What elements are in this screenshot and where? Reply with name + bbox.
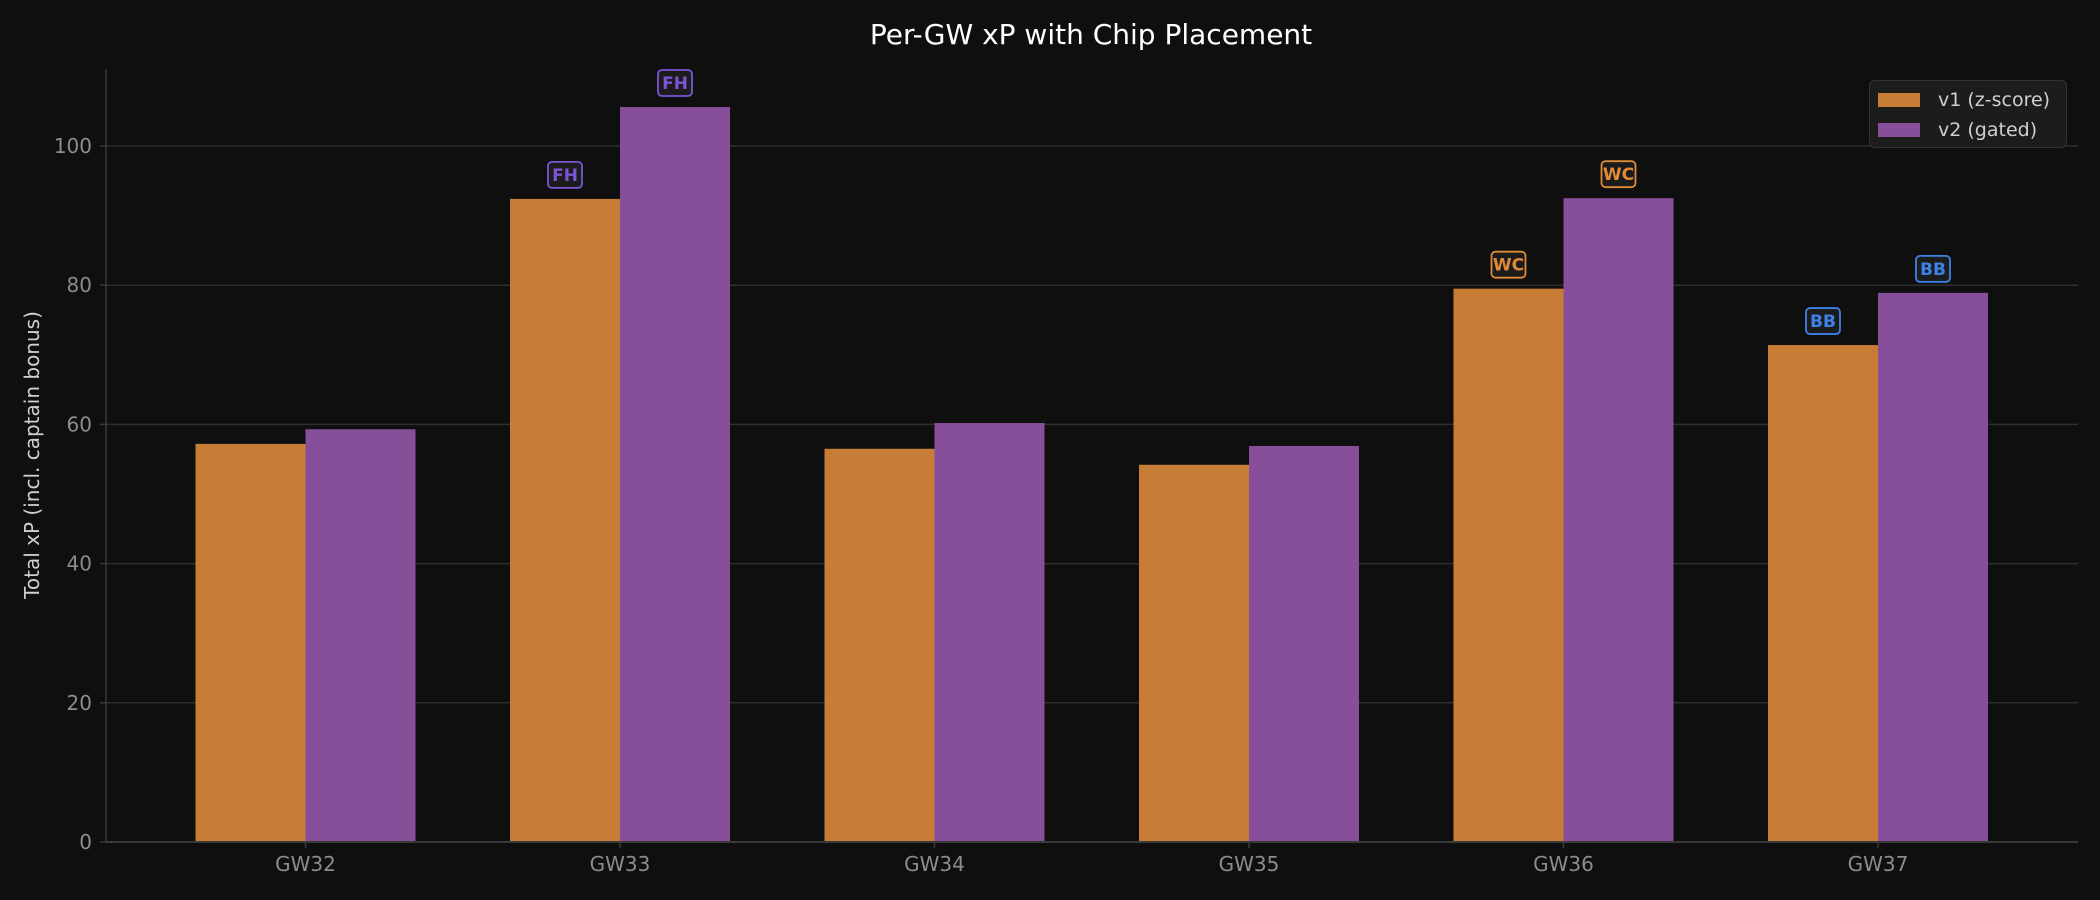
chip-badge xyxy=(1805,307,1841,335)
chip-label-wc: WC xyxy=(1493,256,1524,276)
x-tick-label: GW34 xyxy=(904,852,965,876)
bar-gw35-v2 xyxy=(1249,445,1359,842)
chip-label-bb: BB xyxy=(1920,260,1946,280)
chip-badge xyxy=(657,69,693,97)
chip-badge xyxy=(1600,160,1637,189)
bars xyxy=(195,107,1988,843)
legend-swatch-v2 xyxy=(1878,123,1920,137)
axes: 0 20 40 60 80 100 GW32 GW33 GW34 GW35 GW36 GW37 xyxy=(54,69,2078,876)
x-tick-label: GW37 xyxy=(1848,852,1909,876)
x-tick-label: GW36 xyxy=(1533,852,1594,876)
chip-label-fh: FH xyxy=(662,74,688,94)
bar-gw33-v2 xyxy=(620,107,730,843)
legend-item-v2: v2 (gated) xyxy=(1878,119,2037,141)
y-tick-label: 100 xyxy=(54,134,92,158)
y-tick-label: 60 xyxy=(67,412,92,436)
bar-gw35-v1 xyxy=(1139,464,1249,842)
x-tick-label: GW33 xyxy=(590,852,651,876)
bar-gw32-v1 xyxy=(195,443,306,842)
bar-gw36-v2 xyxy=(1563,198,1674,842)
y-tick-label: 80 xyxy=(67,273,92,297)
bar-gw34-v1 xyxy=(824,448,935,842)
bar-gw32-v2 xyxy=(305,429,416,842)
gridlines xyxy=(106,145,2078,704)
x-tick-label: GW32 xyxy=(275,852,336,876)
legend-label-v1: v1 (z-score) xyxy=(1938,89,2051,111)
bar-gw37-v1 xyxy=(1768,345,1878,842)
y-tick-label: 20 xyxy=(67,691,92,715)
chip-annotations: FH FH WC WC BB BB xyxy=(547,69,1951,335)
legend-swatch-v1 xyxy=(1878,93,1920,107)
chip-badge xyxy=(1915,254,1951,283)
legend-label-v2: v2 (gated) xyxy=(1938,119,2038,141)
bar-gw34-v2 xyxy=(934,423,1045,842)
chip-label-wc: WC xyxy=(1603,165,1634,185)
chip-badge xyxy=(1490,250,1527,279)
legend: v1 (z-score) v2 (gated) xyxy=(1869,80,2067,148)
x-tick-label: GW35 xyxy=(1219,852,1280,876)
chip-label-fh: FH xyxy=(552,166,578,186)
legend-item-v1: v1 (z-score) xyxy=(1878,89,2050,111)
bar-gw33-v1 xyxy=(510,198,620,842)
y-tick-label: 0 xyxy=(79,830,92,854)
bar-gw36-v1 xyxy=(1453,288,1564,842)
bar-gw37-v2 xyxy=(1878,292,1988,843)
chip-badge xyxy=(547,160,583,189)
y-tick-label: 40 xyxy=(67,552,92,576)
chart-title: Per-GW xP with Chip Placement xyxy=(869,18,1313,51)
chip-label-bb: BB xyxy=(1810,312,1836,332)
